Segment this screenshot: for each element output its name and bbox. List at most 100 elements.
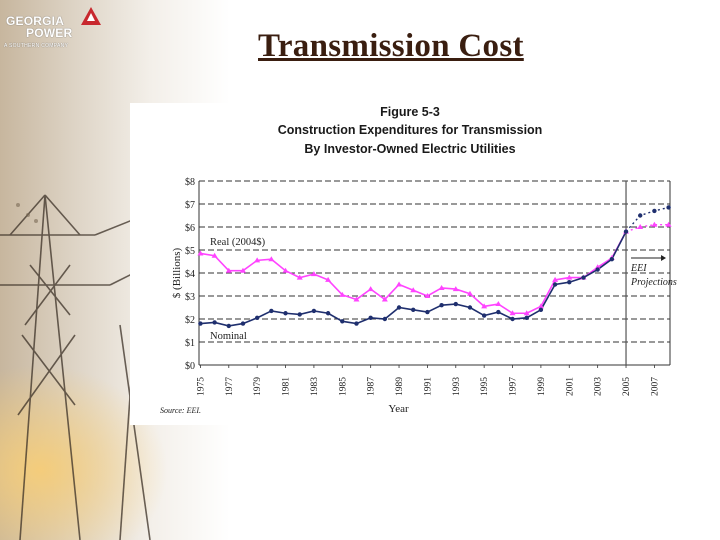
y-tick-label: $0 (185, 361, 195, 372)
projection-label-line-1: EEI (630, 263, 647, 274)
real-data-point (225, 267, 232, 273)
x-tick-label: 1989 (395, 377, 405, 396)
logo-line-1: GEORGIA (6, 14, 65, 28)
logo-line-2: POWER (26, 26, 73, 40)
nominal-data-point (467, 305, 473, 310)
real-data-point (310, 271, 317, 277)
nominal-data-point (325, 311, 331, 316)
nominal-data-point (396, 305, 402, 310)
x-tick-label: 1993 (452, 377, 462, 396)
y-tick-label: $6 (185, 223, 195, 234)
y-tick-label: $1 (185, 338, 195, 349)
nominal-data-point (411, 307, 416, 312)
nominal-data-point (311, 308, 317, 314)
logo-triangle-icon (81, 7, 101, 25)
y-tick-label: $2 (185, 315, 195, 326)
y-axis-title: $ (Billions) (171, 247, 183, 298)
real-data-point (353, 296, 360, 302)
real-data-point (566, 274, 573, 280)
real-projection-point (637, 224, 644, 229)
slide-title: Transmission Cost (258, 28, 524, 64)
real-data-point (466, 290, 473, 296)
x-tick-label: 2007 (650, 377, 660, 396)
x-tick-label: 1997 (509, 377, 519, 396)
x-tick-label: 2003 (594, 377, 604, 396)
nominal-data-point (340, 319, 345, 324)
x-tick-label: 1999 (537, 377, 547, 396)
logo-tagline: A SOUTHERN COMPANY (4, 43, 69, 49)
real-data-point (424, 293, 431, 298)
real-data-point (254, 257, 261, 263)
real-data-point (325, 276, 332, 282)
projection-line (625, 223, 669, 233)
x-tick-label: 1981 (282, 377, 292, 396)
real-data-point (197, 250, 204, 256)
real-projection-point (651, 221, 658, 227)
x-tick-label: 1975 (196, 377, 206, 396)
real-data-point (452, 286, 459, 292)
y-tick-label: $7 (185, 200, 195, 211)
figure-label: Figure 5-3 (380, 105, 440, 119)
nominal-data-point (623, 229, 629, 234)
nominal-data-point (382, 316, 388, 322)
nominal-data-point (198, 321, 203, 326)
x-tick-label: 1987 (367, 377, 377, 396)
nominal-data-point (269, 308, 274, 314)
real-data-point (552, 276, 559, 282)
y-tick-label: $5 (185, 246, 195, 257)
nominal-data-point (297, 312, 302, 317)
nominal-data-point (524, 315, 529, 321)
y-tick-label: $4 (185, 269, 195, 280)
nominal-data-point (538, 307, 544, 312)
nominal-data-point (354, 321, 359, 326)
nominal-data-point (226, 323, 231, 329)
expenditure-chart: $0 $1 $2 $3 $4 $5 $6 $7 $8 1975 1977 1979 1981 1983 19… (160, 177, 677, 415)
real-data-point (495, 301, 502, 307)
x-tick-label: 1995 (480, 377, 490, 396)
x-tick-label: 1979 (253, 377, 263, 396)
source-note: Source: EEI. (160, 406, 201, 415)
nominal-data-point (283, 311, 288, 316)
real-data-point (296, 274, 303, 280)
x-tick-label: 1977 (225, 377, 235, 396)
nominal-data-point (595, 267, 600, 272)
real-data-point (509, 310, 516, 316)
real-data-point (268, 256, 275, 262)
nominal-data-point (254, 315, 260, 321)
figure-title-line-1: Construction Expenditures for Transmissi… (277, 123, 543, 137)
real-data-point (523, 310, 530, 316)
nominal-series-label: Nominal (210, 331, 247, 342)
nominal-projection-point (666, 205, 671, 210)
x-tick-label: 1991 (423, 377, 433, 396)
nominal-data-point (609, 257, 615, 262)
y-tick-label: $8 (185, 177, 195, 188)
real-data-point (396, 281, 403, 287)
real-data-point (438, 284, 445, 290)
real-data-point (282, 267, 289, 273)
nominal-data-point (496, 309, 501, 315)
real-data-point (367, 286, 374, 292)
nominal-data-point (567, 280, 572, 285)
nominal-data-point (240, 321, 246, 326)
real-series-label: Real (2004$) (210, 237, 266, 248)
figure-panel: Figure 5-3 Construction Expenditures for… (130, 103, 690, 425)
real-data-point (381, 296, 388, 302)
real-data-point (481, 303, 488, 309)
real-data-point (537, 303, 544, 309)
nominal-data-point (212, 320, 217, 325)
nominal-projection-point (638, 213, 643, 218)
real-data-point (211, 252, 218, 258)
x-tick-label: 2005 (622, 377, 632, 396)
nominal-data-point (581, 275, 586, 280)
real-projection-point (665, 221, 672, 227)
x-tick-label: 1983 (310, 377, 320, 396)
real-data-point (339, 291, 346, 297)
projection-arrow-head (661, 255, 667, 261)
nominal-data-point (510, 316, 515, 322)
nominal-data-point (439, 303, 444, 308)
nominal-data-point (552, 282, 558, 287)
nominal-data-point (368, 315, 373, 321)
projection-line (625, 206, 669, 233)
nominal-data-point (453, 301, 458, 307)
real-data-point (239, 267, 246, 273)
